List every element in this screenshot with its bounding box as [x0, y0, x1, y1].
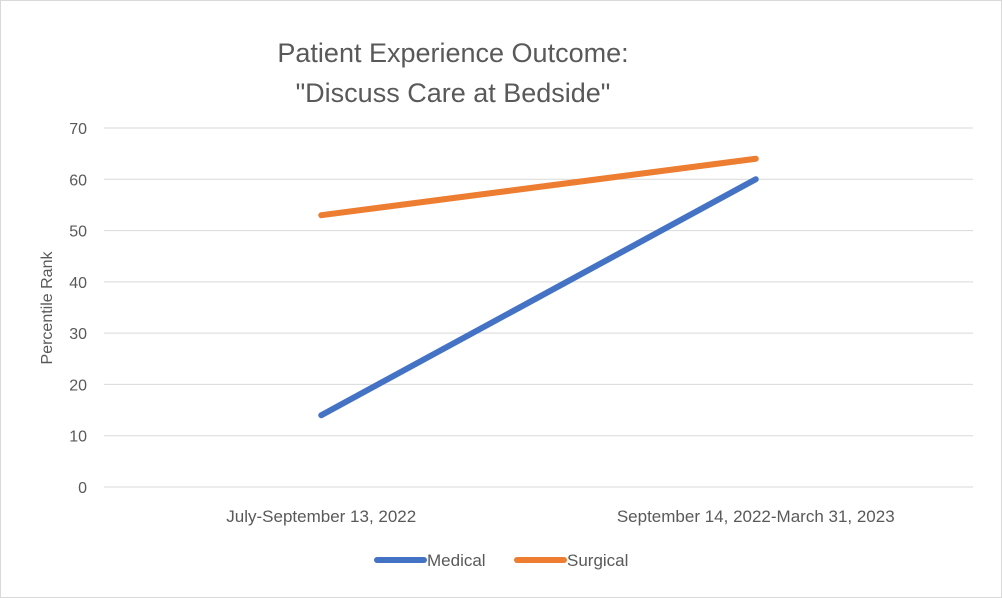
chart-title-line-1: Patient Experience Outcome:: [277, 38, 628, 68]
y-tick-label: 60: [69, 172, 87, 189]
y-axis-label: Percentile Rank: [39, 251, 56, 365]
y-axis-ticks: 0 10 20 30 40 50 60 70: [69, 121, 87, 497]
series-line-medical: [318, 176, 759, 419]
series-lines: [318, 155, 759, 419]
y-tick-label: 40: [69, 275, 87, 292]
legend: Medical Surgical: [374, 551, 628, 570]
x-axis-ticks: July-September 13, 2022 September 14, 202…: [226, 507, 894, 526]
legend-label-surgical: Surgical: [567, 551, 628, 570]
series-line-surgical: [318, 155, 759, 219]
y-tick-label: 0: [78, 480, 87, 497]
y-tick-label: 30: [69, 326, 87, 343]
x-tick-label: September 14, 2022-March 31, 2023: [617, 507, 895, 526]
x-tick-label: July-September 13, 2022: [226, 507, 416, 526]
chart-title: Patient Experience Outcome: "Discuss Car…: [277, 38, 628, 108]
y-tick-label: 50: [69, 224, 87, 241]
legend-label-medical: Medical: [427, 551, 486, 570]
y-tick-label: 10: [69, 429, 87, 446]
y-tick-label: 20: [69, 377, 87, 394]
gridlines: [104, 127, 973, 488]
chart-title-line-2: "Discuss Care at Bedside": [296, 78, 611, 108]
y-tick-label: 70: [69, 121, 87, 138]
